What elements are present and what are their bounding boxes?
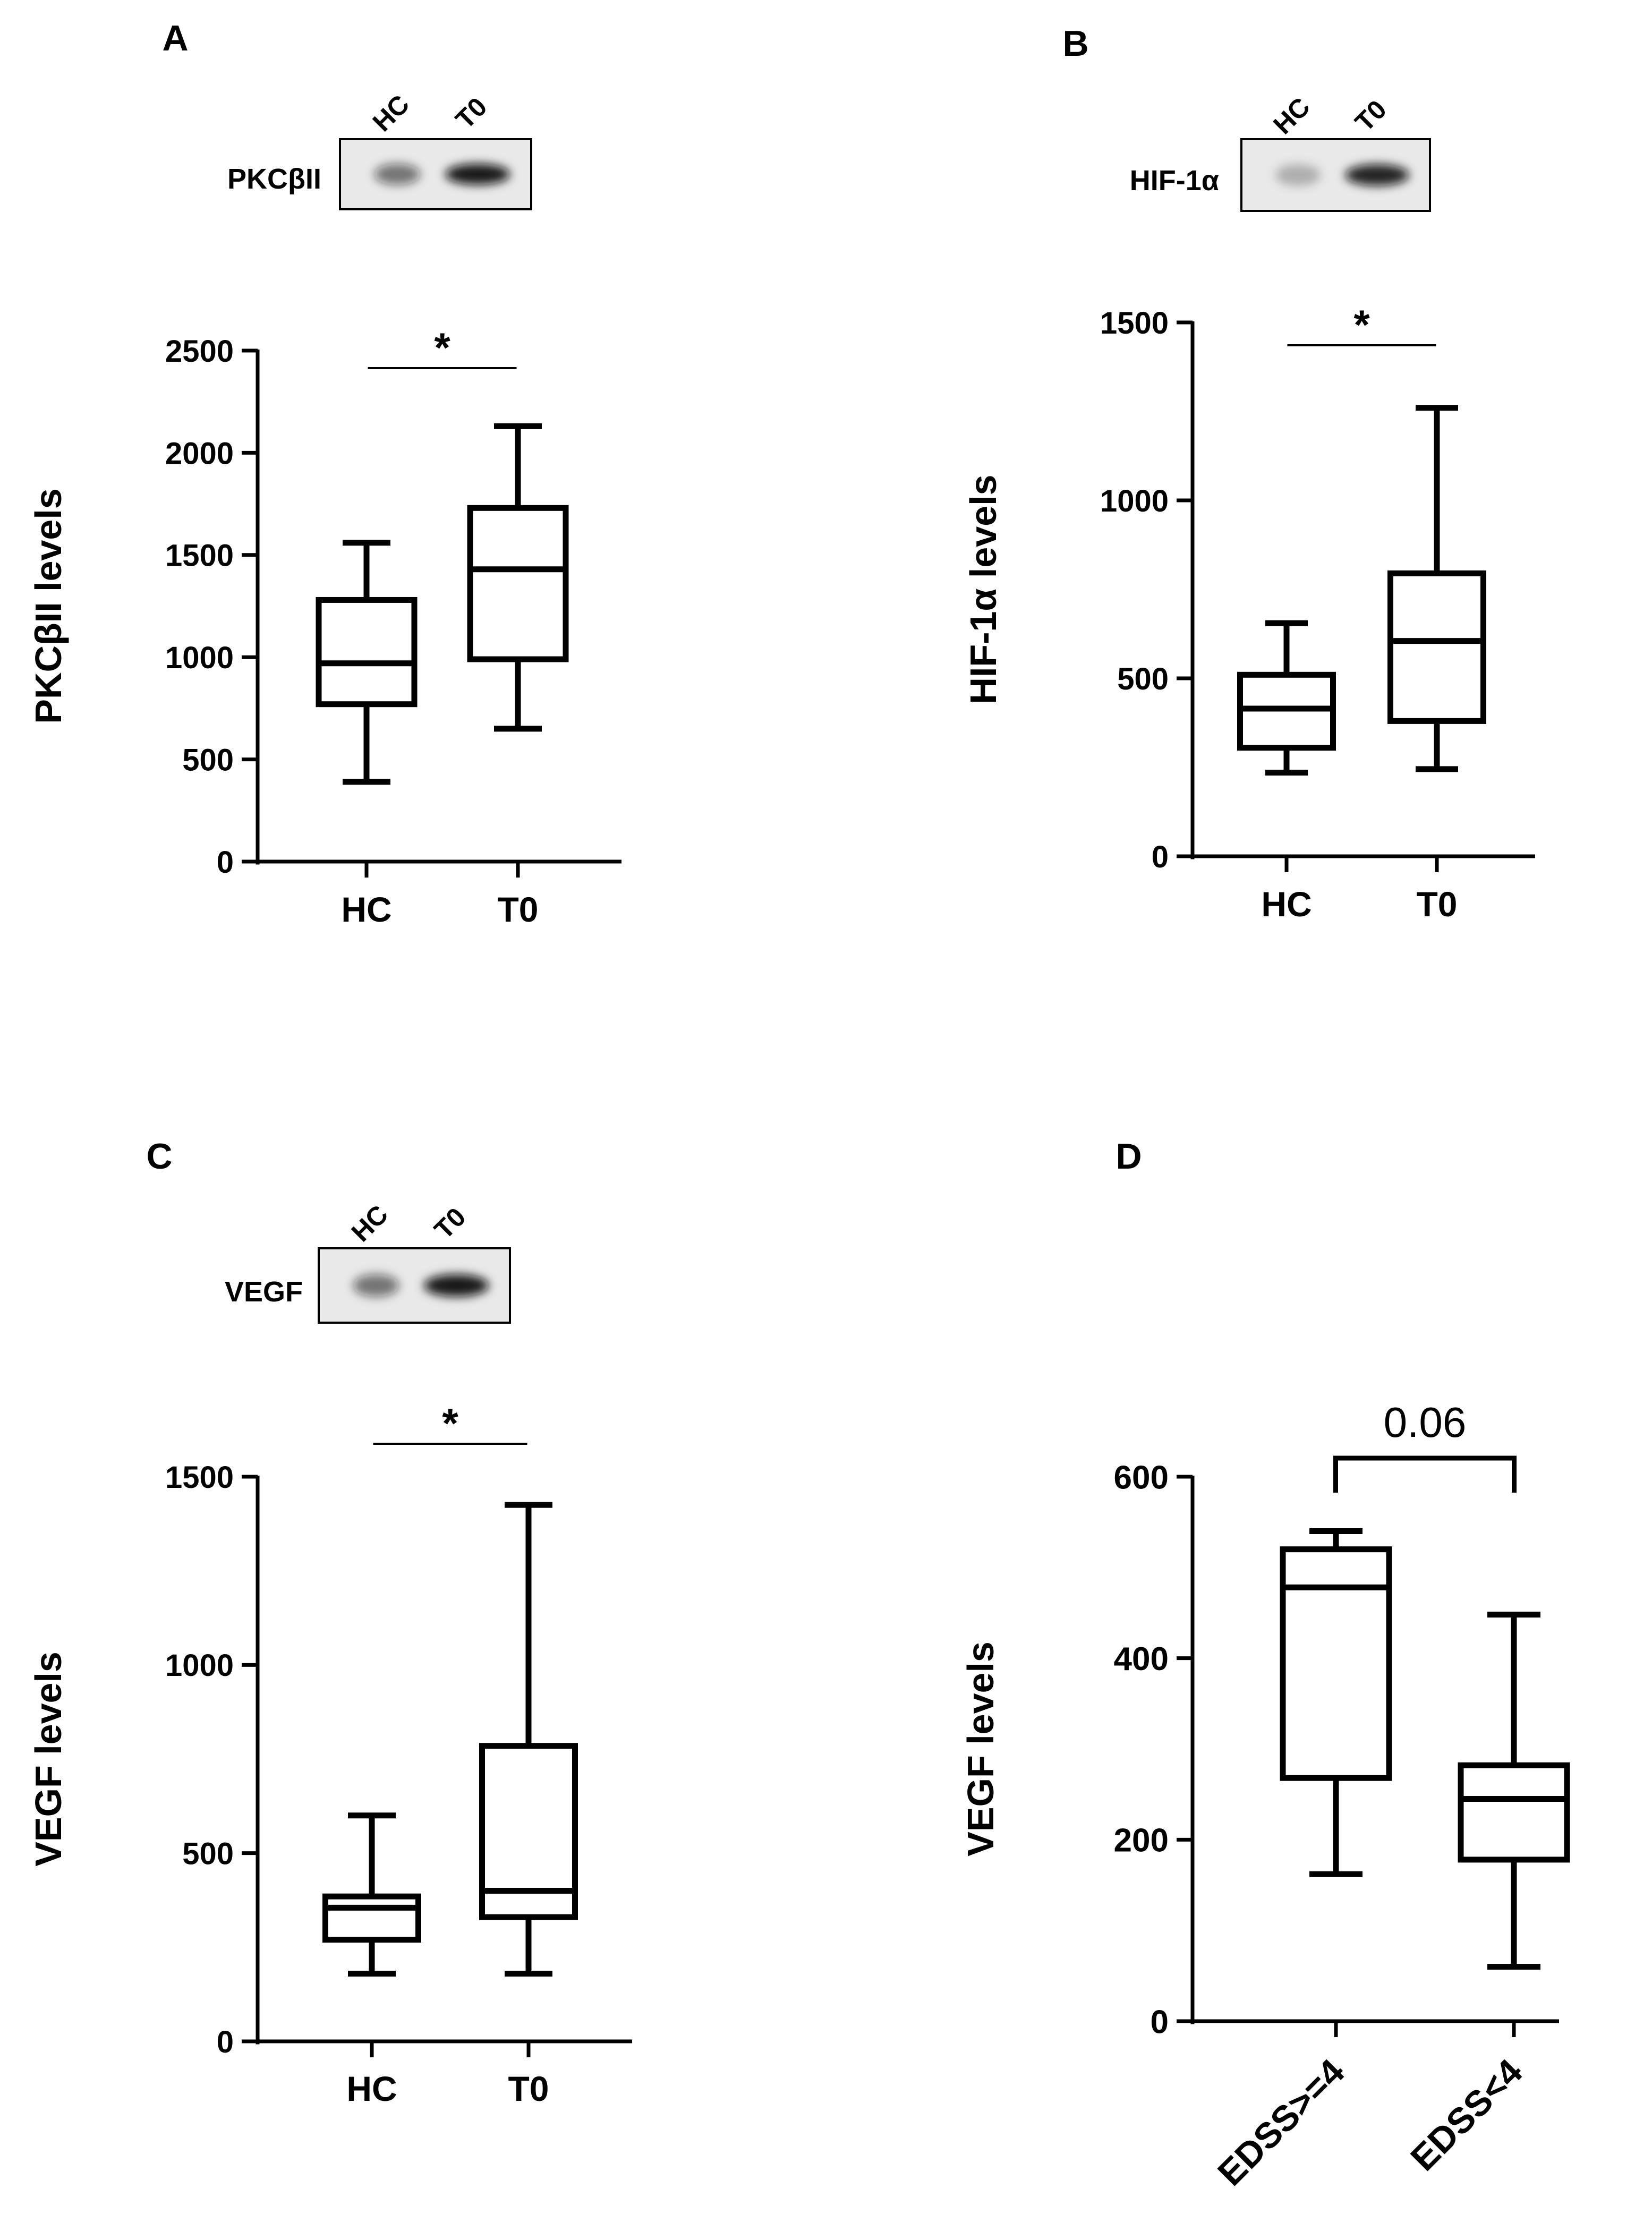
panel-c: C VEGF HC T0 0 500 1000 1500 VEGF levels HC T0 *: [28, 1136, 632, 2108]
blot-lane-label: HC: [346, 1199, 394, 1248]
blot-lane-label: T0: [450, 92, 493, 135]
y-tick-label: 1500: [165, 1460, 234, 1495]
x-category-label: HC: [341, 890, 391, 929]
blot-band: [374, 164, 421, 185]
x-category-label: EDSS<4: [1403, 2051, 1530, 2179]
western-blot: HIF-1α HC T0: [1130, 92, 1431, 212]
significance-label: *: [1353, 301, 1370, 348]
y-tick-label: 0: [217, 2025, 234, 2059]
y-tick-label: 1500: [165, 539, 234, 573]
y-axis-title: VEGF levels: [28, 1651, 69, 1867]
box-t0: [467, 423, 569, 732]
panel-letter: B: [1062, 23, 1088, 64]
x-category-label: T0: [1416, 884, 1457, 924]
y-tick-label: 1500: [1100, 306, 1169, 340]
y-tick-label: 600: [1114, 1459, 1169, 1496]
iqr-box: [1280, 1546, 1392, 1781]
x-category-label: T0: [497, 890, 538, 929]
box-hc: [1237, 620, 1336, 776]
significance-bracket: [1333, 1455, 1517, 1493]
western-blot: PKCβII HC T0: [227, 89, 532, 210]
blot-band: [1275, 164, 1321, 186]
panel-letter: A: [162, 18, 188, 58]
x-category-label: EDSS>=4: [1210, 2051, 1352, 2194]
blot-frame: [1240, 138, 1431, 212]
blot-lane-label: T0: [429, 1202, 472, 1245]
significance-label: *: [434, 324, 450, 371]
iqr-box: [316, 597, 418, 708]
blot-lane-label: T0: [1349, 95, 1392, 138]
y-tick-label: 0: [1151, 2004, 1169, 2040]
y-axis-title: VEGF levels: [960, 1641, 1001, 1857]
box-hc: [316, 540, 418, 785]
p-value-label: 0.06: [1384, 1399, 1467, 1446]
y-tick-label: 1000: [165, 641, 234, 675]
panel-letter: C: [146, 1136, 172, 1177]
box-hc: [322, 1812, 421, 1977]
blot-protein-label: PKCβII: [227, 163, 321, 195]
y-tick-label: 2000: [165, 436, 234, 471]
panel-b: B HIF-1α HC T0 0 500 1000 1500 HIF-1α levels HC T0…: [963, 23, 1535, 924]
box-edss-4: [1280, 1528, 1392, 1877]
panel-d: D 0 200 400 600 VEGF levels EDSS>=4 EDSS<4 0.06: [960, 1136, 1570, 2194]
blot-protein-label: VEGF: [225, 1276, 303, 1308]
x-category-label: HC: [1261, 884, 1312, 924]
x-category-label: T0: [508, 2069, 549, 2108]
y-tick-label: 1000: [1100, 484, 1169, 518]
panel-a: A PKCβII HC T0 0 500 1000 1500 2000 2500 PKCβII le…: [28, 18, 621, 929]
blot-lane-label: HC: [367, 89, 415, 138]
y-tick-label: 2500: [165, 334, 234, 369]
blot-band: [445, 164, 510, 185]
iqr-box: [1387, 570, 1486, 724]
box-t0: [479, 1502, 578, 1977]
blot-band: [353, 1274, 399, 1297]
iqr-box: [467, 505, 569, 662]
blot-lane-label: HC: [1267, 92, 1316, 140]
y-tick-label: 200: [1114, 1823, 1169, 1859]
y-tick-label: 500: [1117, 662, 1169, 696]
iqr-box: [322, 1893, 421, 1943]
y-tick-label: 0: [1152, 840, 1169, 874]
y-axis-title: HIF-1α levels: [963, 474, 1004, 704]
y-tick-label: 500: [182, 1837, 234, 1871]
y-tick-label: 1000: [165, 1648, 234, 1683]
y-tick-label: 0: [217, 845, 234, 880]
iqr-box: [1458, 1762, 1570, 1863]
box-t0: [1387, 405, 1486, 772]
y-tick-label: 400: [1114, 1641, 1169, 1677]
box-edss-4: [1458, 1612, 1570, 1970]
blot-protein-label: HIF-1α: [1130, 165, 1219, 197]
x-category-label: HC: [346, 2069, 397, 2108]
blot-band: [424, 1274, 489, 1297]
western-blot: VEGF HC T0: [225, 1199, 511, 1324]
y-axis-title: PKCβII levels: [28, 488, 69, 723]
panel-letter: D: [1115, 1136, 1142, 1177]
significance-label: *: [442, 1400, 458, 1446]
y-tick-label: 500: [182, 743, 234, 777]
blot-band: [1345, 164, 1409, 186]
